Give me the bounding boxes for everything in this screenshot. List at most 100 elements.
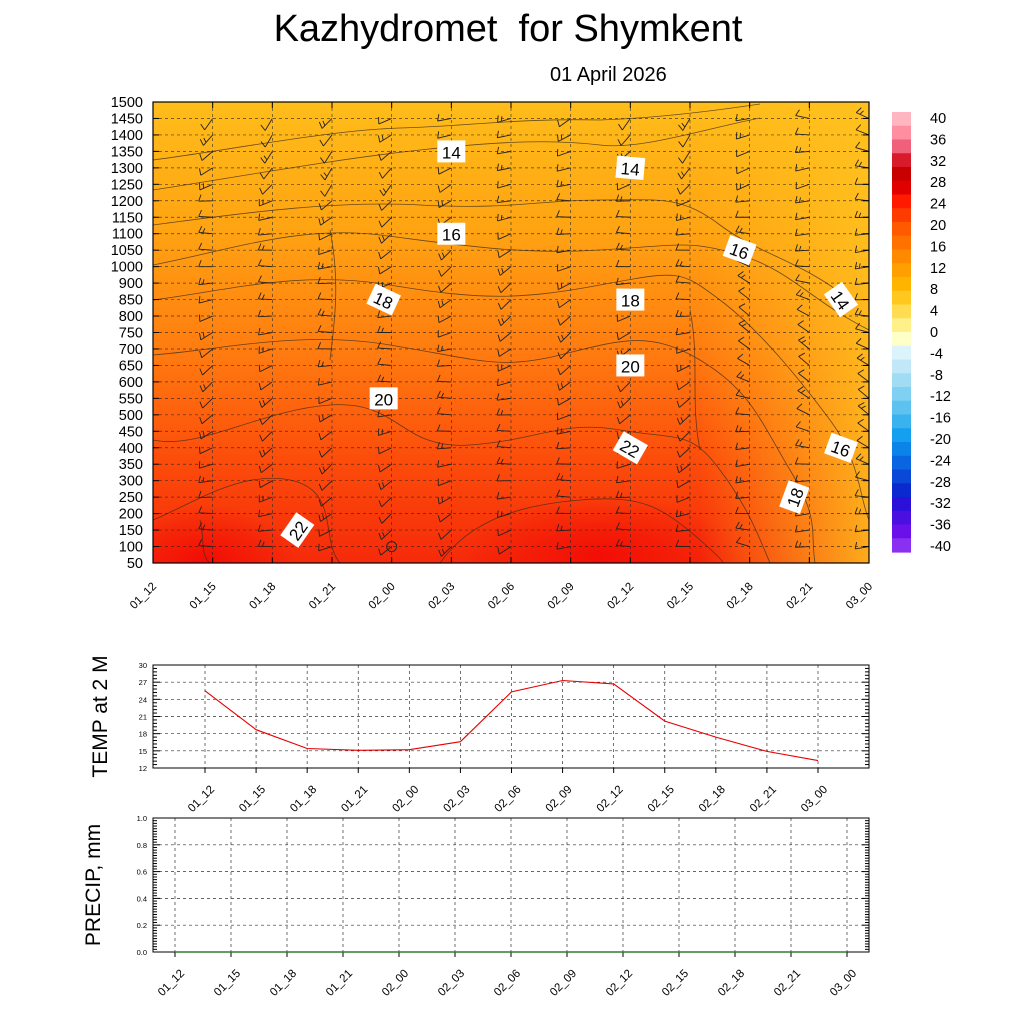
isotherm-5 bbox=[153, 404, 771, 563]
wind-barb bbox=[438, 266, 452, 277]
x-tick-label: 02_00 bbox=[380, 968, 411, 999]
calm-wind-marker bbox=[386, 541, 398, 552]
wind-barb bbox=[557, 282, 571, 291]
wind-barb bbox=[676, 364, 691, 373]
wind-barb bbox=[378, 513, 392, 524]
colorbar-label: 8 bbox=[930, 282, 938, 298]
wind-barb bbox=[557, 134, 571, 142]
wind-barb bbox=[378, 117, 392, 125]
wind-barb bbox=[258, 198, 273, 207]
colorbar-label: -8 bbox=[930, 368, 943, 384]
wind-barb bbox=[319, 151, 333, 164]
x-tick-label: 02_12 bbox=[605, 581, 636, 612]
wind-barb bbox=[318, 543, 333, 552]
y-tick-label: 600 bbox=[119, 375, 143, 391]
y-tick-label: 0.0 bbox=[137, 948, 147, 957]
y-tick-label: 650 bbox=[119, 358, 143, 374]
wind-barb bbox=[320, 184, 333, 197]
wind-barb bbox=[496, 146, 512, 155]
wind-barb bbox=[199, 365, 213, 376]
wind-barb bbox=[855, 322, 869, 333]
wind-barb bbox=[379, 184, 393, 197]
wind-barb bbox=[617, 398, 631, 409]
contour-label-9: 20 bbox=[369, 387, 398, 410]
wind-barb bbox=[438, 249, 452, 261]
y-tick-label: 12 bbox=[139, 764, 147, 773]
wind-barb bbox=[258, 327, 273, 336]
contour-label-8: 20 bbox=[616, 354, 645, 377]
contour-label-text: 20 bbox=[621, 357, 640, 376]
wind-barb bbox=[678, 134, 691, 148]
isotherm-1 bbox=[153, 117, 761, 191]
wind-barb bbox=[259, 167, 273, 180]
x-tick-label: 01_18 bbox=[268, 968, 299, 999]
wind-barb bbox=[795, 212, 810, 221]
x-tick-label: 02_06 bbox=[486, 581, 517, 612]
colorbar-swatch bbox=[892, 469, 911, 484]
colorbar-swatch bbox=[892, 235, 911, 251]
wind-barb bbox=[556, 179, 571, 188]
wind-barb bbox=[855, 124, 869, 136]
wind-barb bbox=[616, 461, 631, 469]
colorbar-label: -32 bbox=[930, 496, 951, 512]
colorbar-swatch bbox=[892, 304, 911, 319]
wind-barb bbox=[199, 414, 213, 425]
colorbar-swatch bbox=[892, 455, 911, 471]
colorbar-swatch bbox=[892, 249, 911, 264]
wind-barb bbox=[855, 141, 869, 152]
y-tick-label: 900 bbox=[119, 276, 143, 292]
wind-barb bbox=[737, 353, 750, 366]
colorbar-swatch bbox=[892, 414, 911, 429]
wind-barb bbox=[618, 118, 631, 131]
y-tick-label: 1000 bbox=[111, 260, 143, 276]
y-tick-label: 21 bbox=[139, 713, 147, 722]
wind-barb bbox=[320, 167, 333, 181]
wind-barb bbox=[378, 233, 392, 244]
colorbar-label: 32 bbox=[930, 154, 946, 170]
wind-barb bbox=[857, 385, 869, 399]
x-tick-label: 02_15 bbox=[660, 968, 691, 999]
wind-barb bbox=[437, 299, 452, 309]
wind-barb bbox=[377, 410, 392, 418]
wind-barb bbox=[437, 315, 452, 324]
wind-barb bbox=[617, 134, 631, 146]
contour-label-text: 20 bbox=[374, 390, 393, 409]
contour-label-2: 14 bbox=[615, 155, 646, 181]
wind-barb bbox=[676, 199, 691, 207]
colorbar-label: -12 bbox=[930, 389, 951, 405]
wind-barb bbox=[317, 262, 333, 270]
contour-label-text: 14 bbox=[620, 159, 641, 180]
colorbar-label: 0 bbox=[930, 325, 938, 341]
wind-barb bbox=[676, 184, 691, 195]
wind-barb bbox=[257, 292, 273, 301]
colorbar-swatch bbox=[892, 318, 911, 333]
wind-barb bbox=[675, 327, 691, 336]
wind-barb bbox=[556, 264, 571, 272]
y-tick-label: 18 bbox=[139, 730, 147, 739]
wind-barb bbox=[676, 381, 691, 391]
colorbar-label: -4 bbox=[930, 346, 943, 362]
isotherm-2 bbox=[153, 232, 869, 331]
wind-barb bbox=[736, 149, 750, 158]
wind-barb bbox=[259, 430, 273, 442]
y-tick-label: 1250 bbox=[111, 177, 143, 193]
colorbar-label: -28 bbox=[930, 475, 951, 491]
wind-barb bbox=[318, 480, 333, 491]
x-tick-label: 02_09 bbox=[548, 968, 579, 999]
x-tick-label: 01_15 bbox=[212, 968, 243, 999]
wind-barb bbox=[856, 353, 869, 366]
wind-barb bbox=[199, 167, 213, 176]
wind-barb bbox=[199, 134, 214, 146]
colorbar-swatch bbox=[892, 153, 911, 168]
x-tick-label: 01_15 bbox=[188, 581, 219, 612]
wind-barb bbox=[199, 348, 213, 359]
colorbar-swatch bbox=[892, 510, 911, 526]
colorbar-label: 24 bbox=[930, 197, 946, 213]
x-tick-label: 02_06 bbox=[493, 784, 524, 815]
contour-label-7: 18 bbox=[616, 288, 645, 311]
colorbar-swatch bbox=[892, 222, 911, 237]
x-tick-label: 02_21 bbox=[772, 968, 803, 999]
wind-barb bbox=[738, 336, 750, 350]
chart-title: Kazhydromet for Shymkent bbox=[273, 8, 743, 50]
